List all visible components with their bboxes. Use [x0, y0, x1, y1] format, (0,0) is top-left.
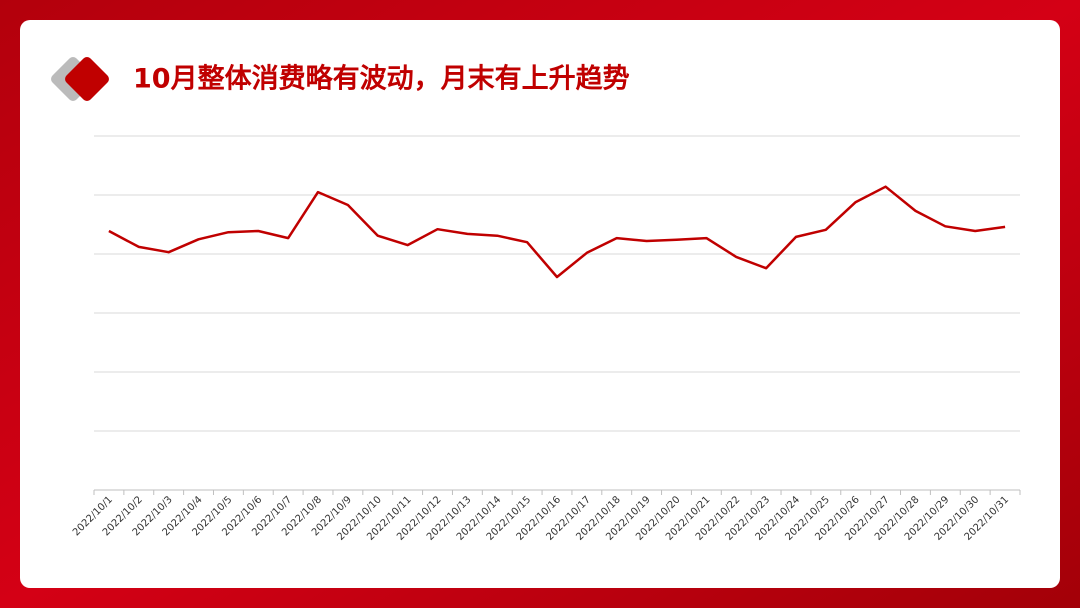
card — [20, 20, 1060, 588]
chart-title: 10月整体消费略有波动，月末有上升趋势 — [133, 63, 630, 95]
title-icon — [51, 57, 109, 101]
line-series — [108, 185, 1006, 279]
